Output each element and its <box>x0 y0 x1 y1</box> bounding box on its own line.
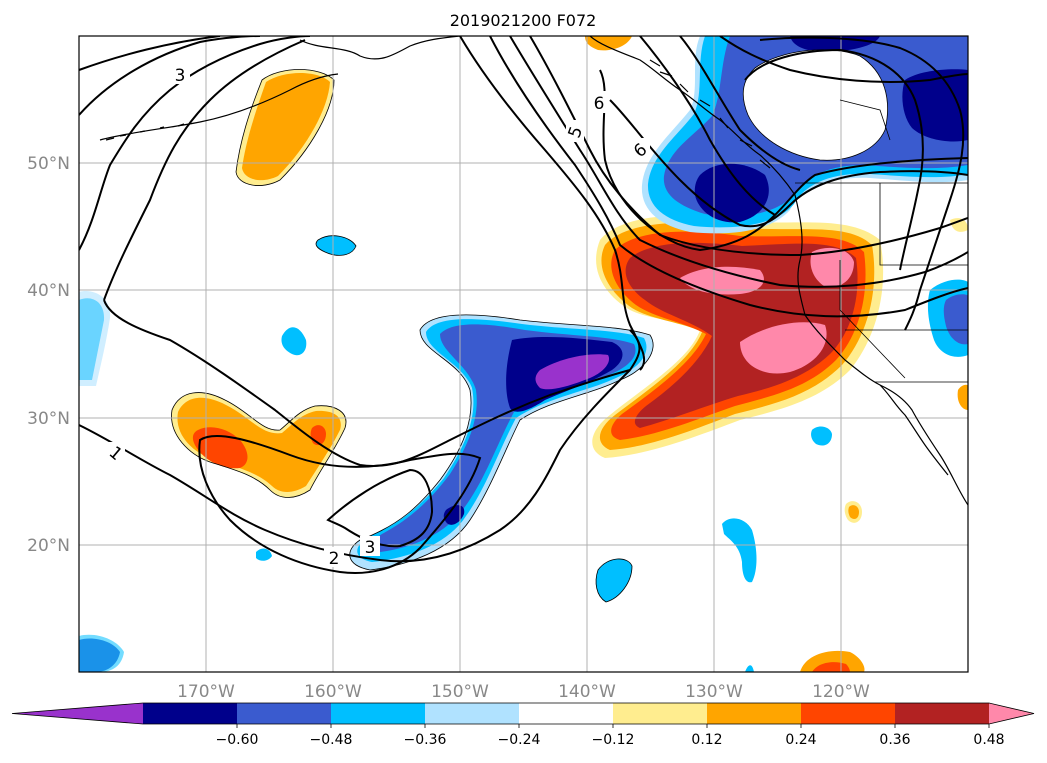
colorbar-tick-label: −0.60 <box>216 732 259 748</box>
contour-west-inner-b <box>103 39 306 301</box>
contour-east-trough-a <box>459 36 646 371</box>
lon-label: 130°W <box>685 682 743 702</box>
map-panel: 3 6 5 6 1 3 2 <box>79 36 968 672</box>
negative-anomaly-band-core-south <box>443 505 465 525</box>
positive-anomaly-spot-a-core <box>848 505 859 520</box>
lat-label: 30°N <box>27 409 70 429</box>
neutral-gap-ne <box>743 49 888 161</box>
positive-anomaly-spot-e <box>957 384 968 410</box>
contour-west-inner-a <box>79 36 311 251</box>
colorbar-outline <box>11 702 1035 725</box>
positive-anomaly-pink-south <box>740 322 827 374</box>
positive-anomaly-spot-b <box>800 650 865 672</box>
negative-anomaly-band-max <box>535 354 610 390</box>
lon-label: 120°W <box>812 682 870 702</box>
colorbar-tick-label: −0.24 <box>498 732 541 748</box>
contour-label: 6 <box>594 94 605 114</box>
contour-label: 2 <box>329 549 340 569</box>
colorbar-tick-label: 0.48 <box>973 732 1004 748</box>
british-columbia-islands <box>649 59 771 169</box>
colorbar-extend-min <box>12 703 143 724</box>
colorbar-segment <box>143 703 238 724</box>
colorbar-segment <box>331 703 426 724</box>
map-frame <box>78 35 969 673</box>
contour-6-inner <box>609 99 968 228</box>
figure-title: 2019021200 F072 <box>450 11 597 30</box>
contour-ne-inner <box>744 48 924 271</box>
colorbar-segment <box>707 703 802 724</box>
negative-anomaly-patch-f <box>811 426 832 446</box>
negative-anomaly-patch-a <box>316 235 356 256</box>
colorbar-segment <box>895 703 990 724</box>
longitude-labels: 170°W 160°W 150°W 140°W 130°W 120°W <box>177 682 870 702</box>
contour-3-arc <box>79 36 261 116</box>
negative-anomaly-patch-j <box>745 665 754 672</box>
contour-6-loop <box>599 69 968 252</box>
colorbar-segment <box>613 703 708 724</box>
negative-anomaly-patch-g-light <box>79 634 124 672</box>
lat-label: 20°N <box>27 536 70 556</box>
lon-label: 160°W <box>304 682 362 702</box>
negative-anomaly-ne-core-c <box>902 69 968 142</box>
contour-east-trough-b <box>489 36 968 318</box>
alaska-south-coast <box>299 36 461 60</box>
contour-ne-loop <box>759 36 965 331</box>
negative-anomaly-patch-i <box>256 548 272 561</box>
contour-1 <box>79 329 641 563</box>
contour-3-loop <box>326 468 434 548</box>
latitude-labels: 50°N 40°N 30°N 20°N <box>27 154 70 556</box>
positive-anomaly-nw <box>242 73 330 181</box>
baja-california-coast <box>879 384 949 476</box>
negative-anomaly-patch-c-light <box>79 291 111 386</box>
lat-label: 40°N <box>27 281 70 301</box>
colorbar: −0.60 −0.48 −0.36 −0.24 −0.12 0.12 0.24 0.36 0.4… <box>11 702 1035 748</box>
colorbar-extend-max <box>989 703 1034 724</box>
colorbar-segment <box>425 703 520 724</box>
contour-label: 3 <box>175 66 186 86</box>
contour-east-inner-c <box>719 36 968 83</box>
colorbar-segment <box>801 703 896 724</box>
aleutian-islands <box>105 123 185 141</box>
negative-anomaly-patch-b <box>281 327 307 356</box>
colorbar-segment <box>237 703 332 724</box>
contour-outer-west <box>79 36 221 71</box>
colorbar-segment <box>519 703 614 724</box>
colorbar-tick-label: 0.12 <box>691 732 722 748</box>
contour-west-loop <box>103 299 631 467</box>
negative-anomaly-patch-h-mid <box>943 294 968 345</box>
contour-east-inner-b <box>679 36 801 171</box>
colorbar-tick-label: −0.12 <box>592 732 635 748</box>
colorbar-tick-label: −0.36 <box>404 732 447 748</box>
contour-2 <box>198 434 482 574</box>
contour-east-inner-a <box>639 36 776 216</box>
contour-label-backgrounds <box>105 64 650 567</box>
colorbar-tick-label: 0.36 <box>879 732 910 748</box>
contour-label: 3 <box>365 538 376 558</box>
colorbar-tick-label: −0.48 <box>310 732 353 748</box>
positive-anomaly-spot-d <box>950 218 968 232</box>
colorbar-tick-label: 0.24 <box>785 732 816 748</box>
negative-anomaly-patch-d <box>596 558 632 602</box>
positive-anomaly-pink-east <box>810 247 854 287</box>
lon-label: 170°W <box>177 682 235 702</box>
positive-anomaly-spot-c <box>585 36 632 51</box>
lon-label: 140°W <box>558 682 616 702</box>
lon-label: 150°W <box>431 682 489 702</box>
negative-anomaly-patch-e <box>722 518 757 583</box>
lat-label: 50°N <box>27 154 70 174</box>
